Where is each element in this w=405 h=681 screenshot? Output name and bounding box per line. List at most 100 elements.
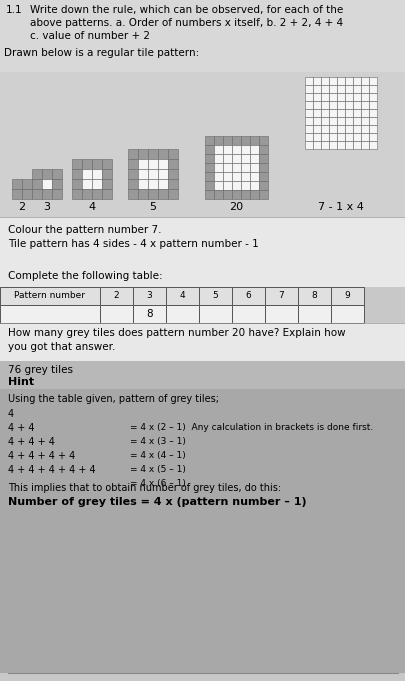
Text: Write down the rule, which can be observed, for each of the: Write down the rule, which can be observ… [30,5,342,15]
Text: 7: 7 [278,291,284,300]
Bar [368,133,376,141]
Bar [198,305,231,323]
Bar [368,141,376,149]
Bar [241,154,249,163]
Bar [231,145,241,154]
Text: 4 + 4 + 4 + 4 + 4: 4 + 4 + 4 + 4 + 4 [8,465,96,475]
Text: 5: 5 [149,202,156,212]
Bar [102,189,112,199]
Bar [22,179,32,189]
Text: 20: 20 [229,202,243,212]
Bar [368,117,376,125]
Bar [0,305,100,323]
Bar [148,159,158,169]
Text: How many grey tiles does pattern number 20 have? Explain how: How many grey tiles does pattern number … [8,328,345,338]
Bar [328,133,336,141]
Bar [368,77,376,85]
Bar [344,141,352,149]
Bar [166,287,198,305]
Bar [304,101,312,109]
Bar [320,109,328,117]
Bar [304,85,312,93]
Bar [231,154,241,163]
Bar [320,93,328,101]
Bar [336,141,344,149]
Text: 3: 3 [146,291,152,300]
Bar [312,133,320,141]
Text: = 4 x (2 – 1)  Any calculation in brackets is done first.: = 4 x (2 – 1) Any calculation in bracket… [130,423,372,432]
Bar [344,77,352,85]
Bar [328,117,336,125]
Bar [304,125,312,133]
Bar [213,172,222,181]
Bar [205,154,213,163]
Bar [148,179,158,189]
Bar [168,159,177,169]
Bar [352,125,360,133]
Bar [352,133,360,141]
Bar [0,361,405,389]
Text: 4 + 4: 4 + 4 [8,423,34,433]
Text: Colour the pattern number 7.: Colour the pattern number 7. [8,225,161,235]
Bar [42,169,52,179]
Bar [102,159,112,169]
Bar [368,125,376,133]
Bar [213,154,222,163]
Bar [158,179,168,189]
Bar [0,287,100,305]
Text: Using the table given, pattern of grey tiles;: Using the table given, pattern of grey t… [8,394,218,404]
Bar [360,93,368,101]
Bar [258,145,267,154]
Bar [231,163,241,172]
Bar [297,287,330,305]
Bar [12,189,22,199]
Bar [249,136,258,145]
Bar [328,101,336,109]
Bar [320,85,328,93]
Bar [213,190,222,199]
Bar [241,145,249,154]
Bar [344,125,352,133]
Text: 4 + 4 + 4: 4 + 4 + 4 [8,437,55,447]
Bar [222,172,231,181]
Bar [360,85,368,93]
Bar [312,77,320,85]
Bar [258,163,267,172]
Bar [258,190,267,199]
Bar [213,181,222,190]
Bar [328,141,336,149]
Bar [249,181,258,190]
Bar [205,190,213,199]
Bar [304,77,312,85]
Bar [231,136,241,145]
Bar [249,145,258,154]
Bar [128,149,138,159]
Bar [158,149,168,159]
Bar [222,190,231,199]
Bar [360,141,368,149]
Bar [205,145,213,154]
Bar [92,179,102,189]
Text: Pattern number: Pattern number [15,291,85,300]
Bar [336,93,344,101]
Bar [222,163,231,172]
Bar [166,305,198,323]
Bar [328,85,336,93]
Bar [100,305,133,323]
Text: Hint: Hint [8,377,34,387]
Text: This implies that to obtain number of grey tiles, do this:: This implies that to obtain number of gr… [8,483,280,493]
Bar [352,141,360,149]
Bar [128,179,138,189]
Bar [92,189,102,199]
Bar [22,189,32,199]
Text: you got that answer.: you got that answer. [8,342,115,352]
Bar [231,287,264,305]
Bar [82,189,92,199]
Bar [138,179,148,189]
Bar [138,149,148,159]
Bar [72,159,82,169]
Text: 4: 4 [88,202,95,212]
Text: c. value of number + 2: c. value of number + 2 [30,31,149,41]
Bar [312,93,320,101]
Bar [148,189,158,199]
